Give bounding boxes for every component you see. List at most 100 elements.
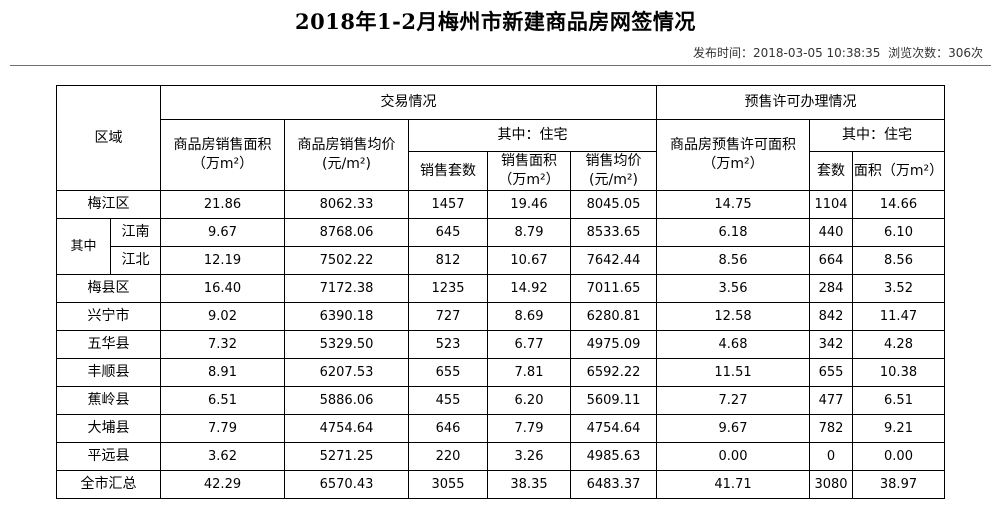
presale-res-area-cell: 14.66: [852, 190, 945, 219]
presale-area-cell: 8.56: [656, 246, 810, 275]
region-cell: 江北: [110, 246, 161, 275]
units-cell: 523: [408, 330, 488, 359]
res-area-cell: 14.92: [487, 274, 571, 303]
sales-area-cell: 16.40: [160, 274, 285, 303]
table-row: 五华县 7.32 5329.50 523 6.77 4975.09 4.68 342 4.28: [56, 330, 945, 359]
presale-units-cell: 782: [809, 414, 853, 443]
views-label: 浏览次数：: [888, 46, 949, 60]
units-cell: 1235: [408, 274, 488, 303]
presale-res-area-cell: 38.97: [852, 470, 945, 499]
res-price-cell: 6280.81: [570, 302, 657, 331]
res-price-cell: 7011.65: [570, 274, 657, 303]
units-cell: 1457: [408, 190, 488, 219]
table-row: 平远县 3.62 5271.25 220 3.26 4985.63 0.00 0 0.00: [56, 442, 945, 471]
units-cell: 727: [408, 302, 488, 331]
units-cell: 655: [408, 358, 488, 387]
header-presale-residential: 其中：住宅: [809, 119, 945, 152]
header-res-area-unit: （万m²）: [498, 172, 560, 188]
views-count: 306次: [948, 46, 983, 60]
header-sales-area: 商品房销售面积 （万m²）: [160, 119, 285, 191]
region-cell: 丰顺县: [56, 358, 161, 387]
presale-res-area-cell: 9.21: [852, 414, 945, 443]
presale-units-cell: 440: [809, 218, 853, 247]
presale-res-area-cell: 11.47: [852, 302, 945, 331]
res-area-cell: 38.35: [487, 470, 571, 499]
table-row: 全市汇总 42.29 6570.43 3055 38.35 6483.37 41.71 308…: [56, 470, 945, 499]
res-area-cell: 3.26: [487, 442, 571, 471]
table-row: 蕉岭县 6.51 5886.06 455 6.20 5609.11 7.27 477 6.51: [56, 386, 945, 415]
presale-area-cell: 3.56: [656, 274, 810, 303]
table-row: 梅县区 16.40 7172.38 1235 14.92 7011.65 3.56 284 3.…: [56, 274, 945, 303]
sales-area-cell: 42.29: [160, 470, 285, 499]
res-area-cell: 10.67: [487, 246, 571, 275]
presale-area-cell: 0.00: [656, 442, 810, 471]
res-price-cell: 4754.64: [570, 414, 657, 443]
header-presale-area-label: 商品房预售许可面积: [670, 137, 796, 153]
units-cell: 812: [408, 246, 488, 275]
presale-units-cell: 284: [809, 274, 853, 303]
table-row: 其中 江南 9.67 8768.06 645 8.79 8533.65 6.18 440 6.10: [56, 218, 945, 275]
presale-area-cell: 4.68: [656, 330, 810, 359]
publish-time: 2018-03-05 10:38:35: [752, 46, 881, 60]
presale-res-area-cell: 0.00: [852, 442, 945, 471]
header-res-price: 销售均价 (元/m²): [570, 151, 657, 191]
presale-area-cell: 41.71: [656, 470, 810, 499]
presale-units-cell: 842: [809, 302, 853, 331]
presale-res-area-cell: 6.51: [852, 386, 945, 415]
avg-price-cell: 5329.50: [284, 330, 409, 359]
header-res-price-unit: (元/m²): [589, 172, 638, 188]
region-cell: 江南: [110, 218, 161, 247]
res-price-cell: 8533.65: [570, 218, 657, 247]
presale-units-cell: 0: [809, 442, 853, 471]
region-cell: 大埔县: [56, 414, 161, 443]
presale-area-cell: 14.75: [656, 190, 810, 219]
region-cell: 平远县: [56, 442, 161, 471]
avg-price-cell: 7172.38: [284, 274, 409, 303]
sales-area-cell: 3.62: [160, 442, 285, 471]
region-cell: 蕉岭县: [56, 386, 161, 415]
header-units-sold: 销售套数: [408, 151, 488, 191]
presale-units-cell: 655: [809, 358, 853, 387]
res-price-cell: 6592.22: [570, 358, 657, 387]
res-price-cell: 4975.09: [570, 330, 657, 359]
res-area-cell: 19.46: [487, 190, 571, 219]
header-sales-area-label: 商品房销售面积: [173, 137, 272, 153]
table-row: 丰顺县 8.91 6207.53 655 7.81 6592.22 11.51 655 10.3…: [56, 358, 945, 387]
region-cell: 全市汇总: [56, 470, 161, 499]
publish-label: 发布时间：: [692, 46, 753, 60]
sales-area-cell: 21.86: [160, 190, 285, 219]
region-cell: 兴宁市: [56, 302, 161, 331]
header-presale-group: 预售许可办理情况: [656, 85, 945, 120]
presale-area-cell: 7.27: [656, 386, 810, 415]
avg-price-cell: 5886.06: [284, 386, 409, 415]
presale-area-cell: 9.67: [656, 414, 810, 443]
presale-res-area-cell: 6.10: [852, 218, 945, 247]
header-trade-residential: 其中：住宅: [408, 119, 657, 152]
header-res-price-label: 销售均价: [585, 153, 642, 169]
sales-area-cell: 6.51: [160, 386, 285, 415]
res-area-cell: 7.79: [487, 414, 571, 443]
sales-area-cell: 12.19: [160, 246, 285, 275]
res-price-cell: 8045.05: [570, 190, 657, 219]
presale-units-cell: 1104: [809, 190, 853, 219]
header-presale-area: 商品房预售许可面积 （万m²）: [656, 119, 810, 191]
presale-res-area-cell: 4.28: [852, 330, 945, 359]
presale-units-cell: 664: [809, 246, 853, 275]
avg-price-cell: 5271.25: [284, 442, 409, 471]
table-row: 江北 12.19 7502.22 812 10.67 7642.44 8.56 664 8.56: [57, 246, 945, 275]
presale-units-cell: 342: [809, 330, 853, 359]
presale-units-cell: 477: [809, 386, 853, 415]
avg-price-cell: 6207.53: [284, 358, 409, 387]
res-area-cell: 6.77: [487, 330, 571, 359]
region-group-cell: 其中: [56, 218, 111, 275]
res-price-cell: 5609.11: [570, 386, 657, 415]
presale-res-area-cell: 3.52: [852, 274, 945, 303]
header-res-area-label: 销售面积: [501, 153, 557, 169]
presale-res-area-cell: 8.56: [852, 246, 945, 275]
avg-price-cell: 6390.18: [284, 302, 409, 331]
header-trade-group: 交易情况: [160, 85, 657, 120]
header-sales-area-unit: （万m²）: [191, 156, 254, 172]
sales-area-cell: 9.02: [160, 302, 285, 331]
sales-area-cell: 7.32: [160, 330, 285, 359]
avg-price-cell: 4754.64: [284, 414, 409, 443]
